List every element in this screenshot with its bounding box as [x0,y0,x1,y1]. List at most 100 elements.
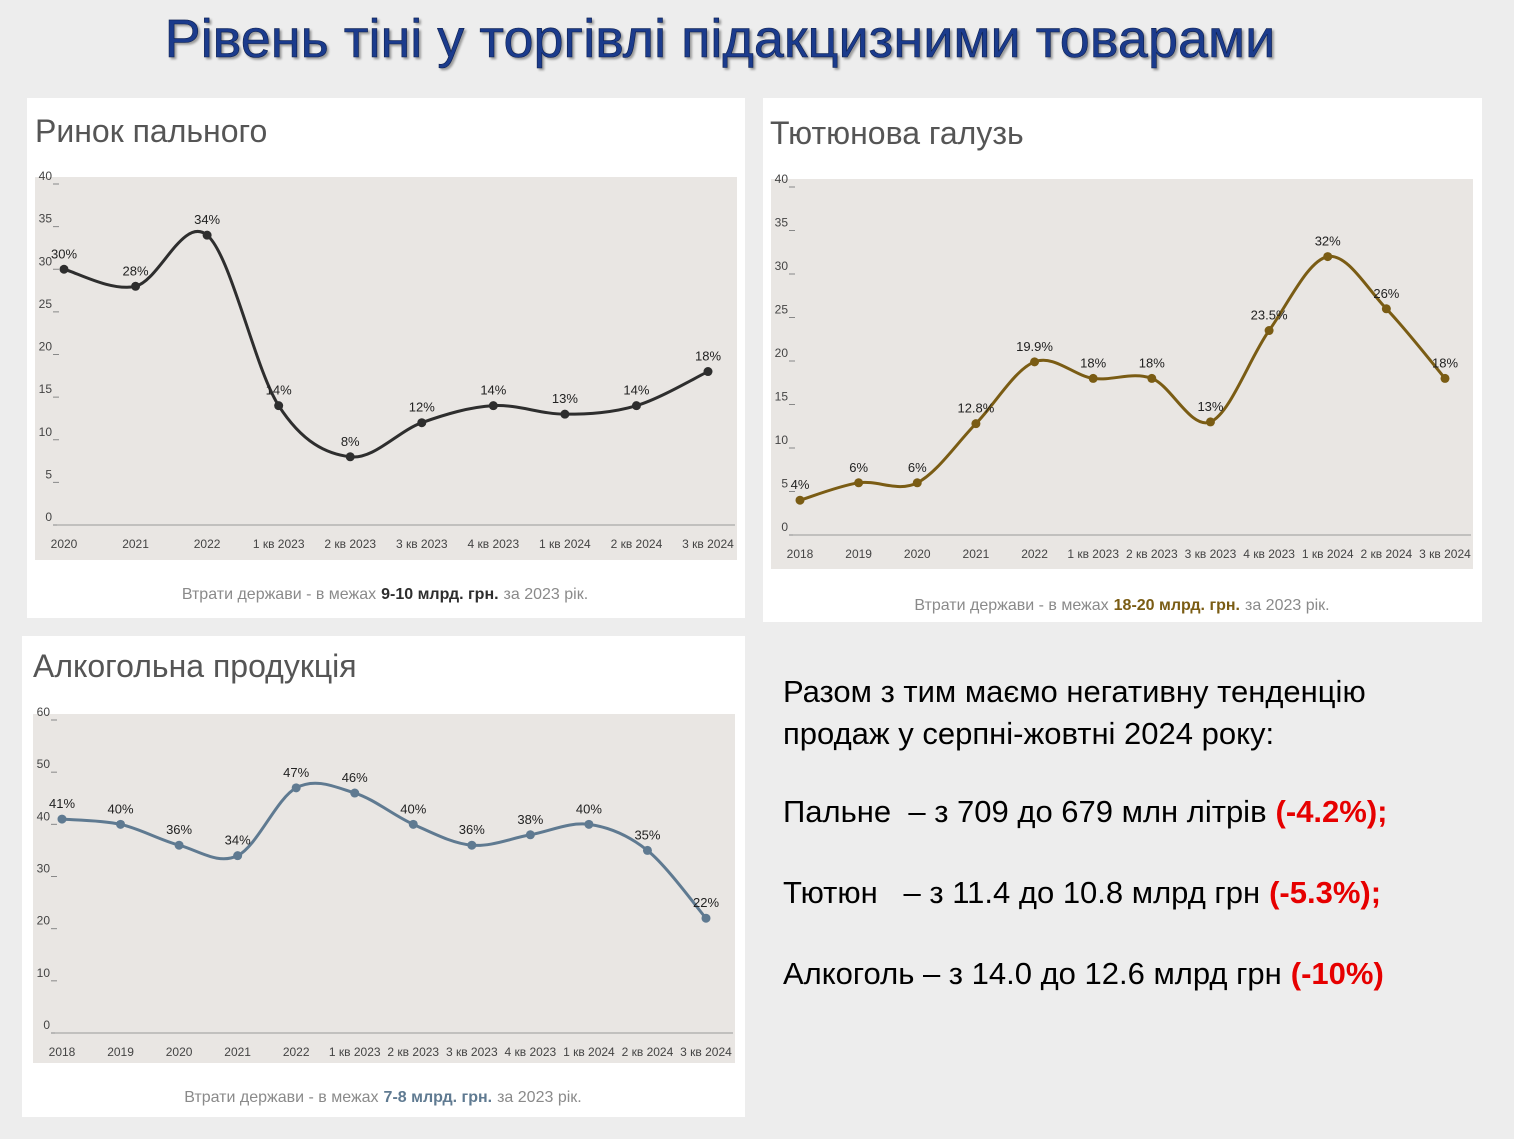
value-label: 26% [1373,286,1399,301]
point [701,913,711,923]
summary: Разом з тим маємо негативну тенденцію про… [783,674,1388,991]
value-label: 18% [695,349,721,364]
value-label: 14% [623,383,649,398]
point [795,495,805,505]
y-tick-label: 0 [43,1018,50,1032]
point [1147,373,1157,383]
x-tick-label: 2022 [194,537,221,551]
value-label: 40% [108,801,134,816]
point [631,401,641,411]
summary-intro: продаж у серпні-жовтні 2024 року: [783,716,1274,751]
chart-title: Алкогольна продукція [33,648,357,684]
summary-item-text: Пальне – з 709 до 679 млн літрів [783,794,1267,829]
point [274,401,284,411]
x-tick-label: 3 кв 2023 [446,1045,498,1059]
caption: Втрати держави - в межах 18-20 млрд. грн.… [914,597,1329,614]
caption-highlight: 18-20 млрд. грн. [1114,597,1240,614]
point [174,840,184,850]
point [116,819,126,829]
slide-title: Рівень тіні у торгівлі підакцизними това… [165,9,1276,69]
value-label: 38% [517,812,543,827]
point [131,281,141,291]
x-tick-label: 2 кв 2023 [1126,547,1178,561]
chart-title: Ринок пального [35,113,267,149]
x-tick-label: 2 кв 2023 [387,1045,439,1059]
caption: Втрати держави - в межах 9-10 млрд. грн. з… [182,586,588,603]
x-tick-label: 1 кв 2024 [563,1045,615,1059]
value-label: 19.9% [1016,339,1053,354]
y-tick-label: 60 [37,705,51,719]
y-tick-label: 25 [775,303,789,317]
x-tick-label: 3 кв 2024 [682,537,734,551]
x-tick-label: 1 кв 2023 [253,537,305,551]
caption-highlight: 9-10 млрд. грн. [381,586,498,603]
y-tick-label: 40 [775,172,789,186]
plot-area [771,179,1473,569]
y-tick-label: 15 [39,382,53,396]
value-label: 13% [552,391,578,406]
value-label: 6% [908,460,927,475]
point [642,845,652,855]
chart-title: Тютюнова галузь [770,115,1024,151]
value-label: 4% [791,477,810,492]
point [584,819,594,829]
value-label: 14% [266,383,292,398]
value-label: 6% [849,460,868,475]
point [59,264,69,274]
point [202,230,212,240]
y-tick-label: 30 [37,862,51,876]
value-label: 40% [400,801,426,816]
y-tick-label: 20 [37,914,51,928]
point [1440,373,1450,383]
x-tick-label: 4 кв 2023 [505,1045,557,1059]
x-tick-label: 3 кв 2023 [396,537,448,551]
value-label: 34% [194,212,220,227]
summary-item-text: Тютюн – з 11.4 до 10.8 млрд грн [783,875,1260,910]
point [417,418,427,428]
point [1030,357,1040,367]
x-tick-label: 2 кв 2024 [611,537,663,551]
caption-text: за 2023 рік. [504,586,589,603]
point [467,840,477,850]
summary-item: Пальне – з 709 до 679 млн літрів (-4.2%); [783,794,1388,829]
chart-panel: Тютюнова галузь 0 5 10 15 20 25 30 35 40 2018 2019 2… [763,98,1482,622]
x-tick-label: 2 кв 2024 [1361,547,1413,561]
value-label: 30% [51,246,77,261]
value-label: 22% [693,895,719,910]
value-label: 36% [166,822,192,837]
x-tick-label: 2019 [107,1045,134,1059]
y-tick-label: 0 [45,510,52,524]
y-tick-label: 10 [775,433,789,447]
point [233,851,243,861]
point [1205,417,1215,427]
caption-text: Втрати держави - в межах [184,1089,378,1106]
point [854,478,864,488]
point [525,830,535,840]
x-tick-label: 2018 [49,1045,76,1059]
x-tick-label: 2021 [963,547,990,561]
x-tick-label: 2020 [904,547,931,561]
y-tick-label: 0 [781,520,788,534]
y-tick-label: 5 [45,467,52,481]
plot-area [33,714,735,1063]
x-tick-label: 2 кв 2023 [324,537,376,551]
y-tick-label: 30 [39,254,53,268]
y-tick-label: 50 [37,757,51,771]
point [350,788,360,798]
value-label: 23.5% [1251,308,1288,323]
point [1264,326,1274,336]
value-label: 41% [49,796,75,811]
value-label: 28% [123,263,149,278]
x-tick-label: 2022 [1021,547,1048,561]
value-label: 35% [634,827,660,842]
x-tick-label: 4 кв 2023 [1243,547,1295,561]
point [345,452,355,462]
value-label: 47% [283,765,309,780]
x-tick-label: 2021 [224,1045,251,1059]
caption-text: Втрати держави - в межах [914,597,1108,614]
summary-item-change: (-5.3%); [1269,875,1381,910]
value-label: 14% [480,383,506,398]
y-tick-label: 5 [781,477,788,491]
